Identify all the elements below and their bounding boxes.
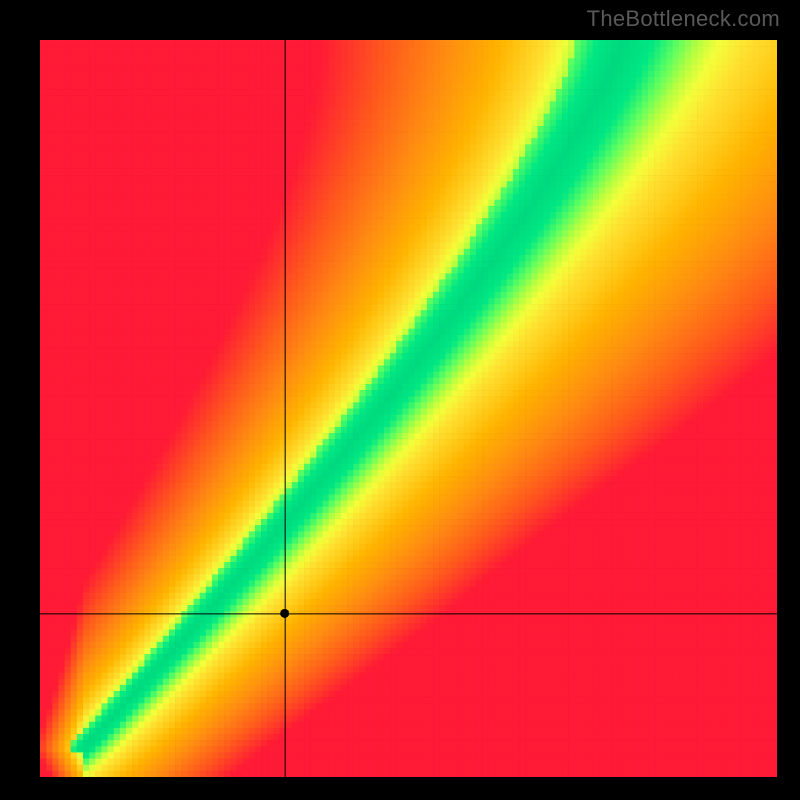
watermark-text: TheBottleneck.com — [587, 6, 780, 32]
bottleneck-heatmap-canvas — [40, 40, 777, 777]
